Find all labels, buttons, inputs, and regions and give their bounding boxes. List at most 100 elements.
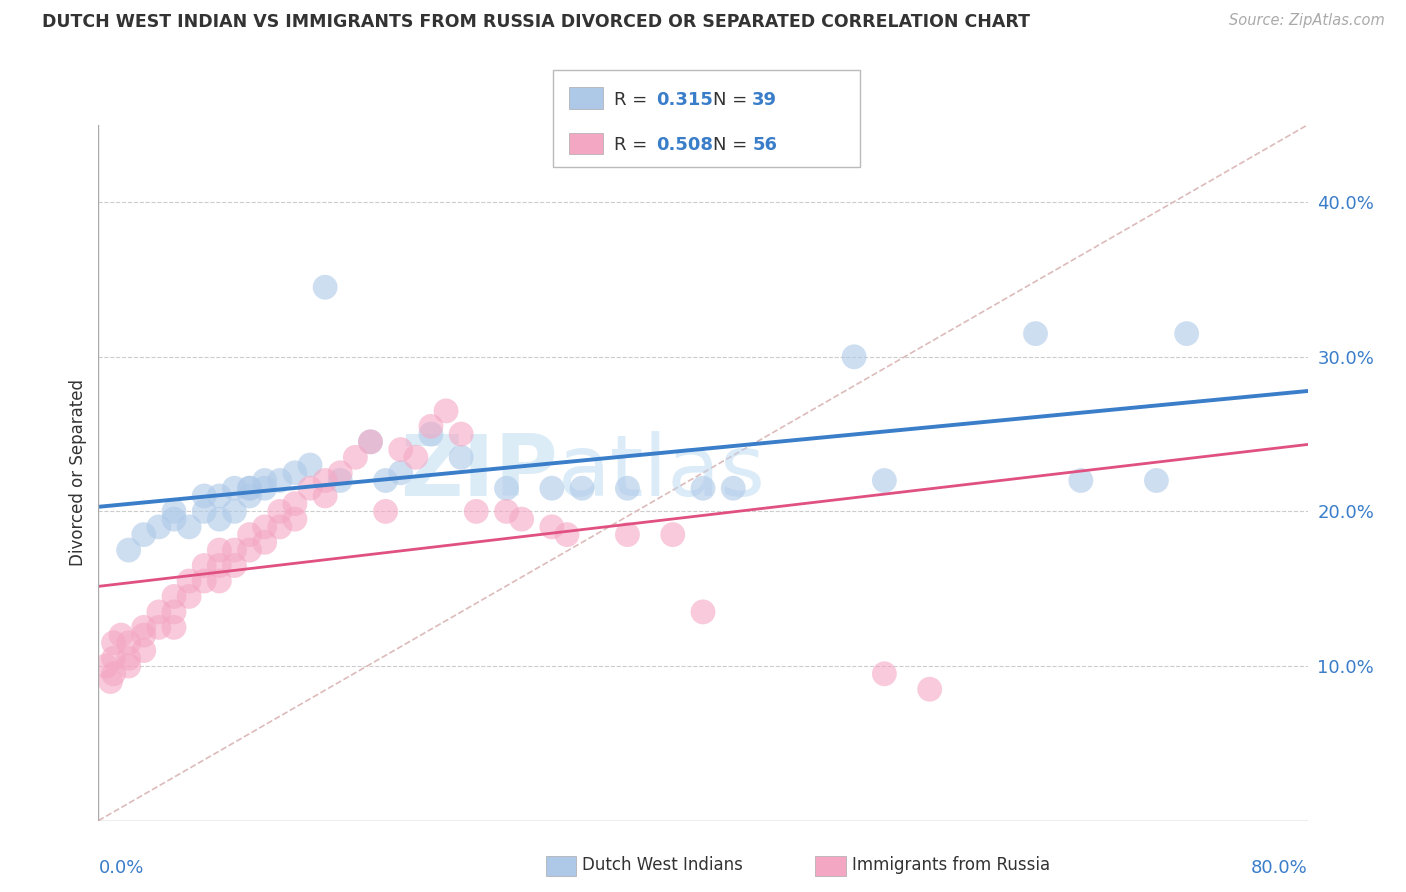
Point [239,527,262,541]
Point [239,481,262,495]
Point [1175,326,1198,341]
Point [284,512,307,526]
Point [148,620,170,634]
Text: N =: N = [713,136,747,154]
Point [224,543,246,558]
Text: 56: 56 [752,136,778,154]
Point [1144,474,1167,488]
Point [253,535,276,549]
Point [163,512,186,526]
Point [110,628,132,642]
Point [1024,326,1046,341]
Point [284,497,307,511]
Point [374,504,396,518]
Point [540,520,562,534]
Point [495,504,517,518]
Point [1070,474,1092,488]
Point [540,481,562,495]
Point [389,466,412,480]
Point [314,280,336,294]
Point [100,674,122,689]
Text: 0.508: 0.508 [657,136,714,154]
Point [208,558,231,573]
Point [692,605,714,619]
Text: 39: 39 [752,91,778,109]
Text: Dutch West Indians: Dutch West Indians [582,856,742,874]
Point [193,574,215,588]
Point [208,512,231,526]
Point [420,427,443,442]
Point [314,474,336,488]
Point [616,481,638,495]
Point [118,543,141,558]
Point [844,350,866,364]
Point [208,543,231,558]
Point [193,504,215,518]
Point [179,574,201,588]
Point [163,590,186,604]
Text: atlas: atlas [558,431,766,515]
Text: Immigrants from Russia: Immigrants from Russia [852,856,1050,874]
Text: ZIP: ZIP [401,431,558,515]
Point [662,527,685,541]
Point [314,489,336,503]
Point [239,543,262,558]
Point [163,620,186,634]
Text: 0.0%: 0.0% [98,859,143,878]
Point [269,474,291,488]
Point [269,520,291,534]
Text: DUTCH WEST INDIAN VS IMMIGRANTS FROM RUSSIA DIVORCED OR SEPARATED CORRELATION CH: DUTCH WEST INDIAN VS IMMIGRANTS FROM RUS… [42,13,1031,31]
Point [163,605,186,619]
Text: 0.315: 0.315 [657,91,713,109]
Point [555,527,578,541]
Point [179,590,201,604]
Point [344,450,367,465]
Point [329,474,352,488]
Point [239,489,262,503]
Point [148,605,170,619]
Point [224,481,246,495]
Point [389,442,412,457]
Point [284,466,307,480]
Point [179,520,201,534]
Point [132,527,155,541]
Point [148,520,170,534]
Point [193,489,215,503]
Point [253,474,276,488]
Text: R =: R = [614,136,648,154]
Point [723,481,745,495]
Point [193,558,215,573]
Point [103,666,125,681]
Point [239,481,262,495]
Text: 80.0%: 80.0% [1251,859,1308,878]
Point [103,636,125,650]
Point [94,659,117,673]
Point [163,504,186,518]
Point [224,558,246,573]
Point [450,450,472,465]
Point [374,474,396,488]
Point [692,481,714,495]
Point [873,474,896,488]
Point [253,481,276,495]
Point [450,427,472,442]
Point [299,458,322,472]
Point [360,434,382,449]
Point [118,636,141,650]
Point [360,434,382,449]
Y-axis label: Divorced or Separated: Divorced or Separated [69,379,87,566]
Text: N =: N = [713,91,747,109]
Point [495,481,517,495]
Point [420,419,443,434]
Point [132,643,155,657]
Point [224,504,246,518]
Point [253,520,276,534]
Point [465,504,488,518]
Point [918,682,941,697]
Point [510,512,533,526]
Point [118,651,141,665]
Point [208,489,231,503]
Point [103,651,125,665]
Point [132,628,155,642]
Point [132,620,155,634]
